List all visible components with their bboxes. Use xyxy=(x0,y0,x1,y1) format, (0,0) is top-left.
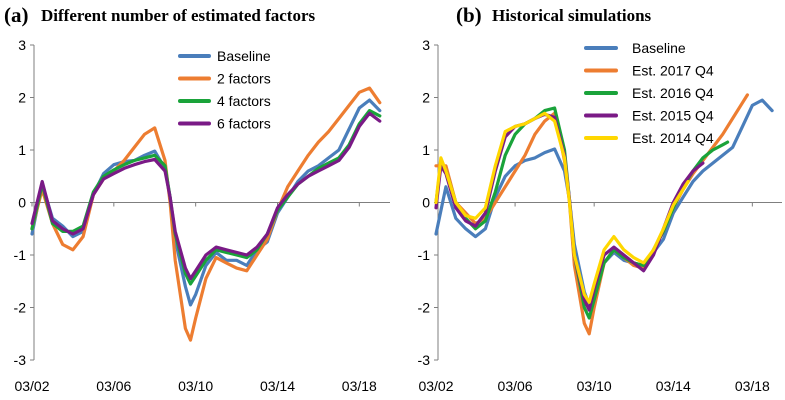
y-tick-label: 3 xyxy=(18,37,26,53)
x-tick-label: 03/18 xyxy=(735,378,770,394)
panel-a-letter: (a) xyxy=(4,3,29,27)
y-tick-label: 1 xyxy=(422,142,430,158)
x-tick-label: 03/06 xyxy=(96,378,131,394)
y-tick-label: -2 xyxy=(14,300,27,316)
y-tick-label: 1 xyxy=(18,142,26,158)
panel-b-title: Historical simulations xyxy=(492,6,652,25)
legend-label: Est. 2016 Q4 xyxy=(632,85,714,101)
x-tick-label: 03/18 xyxy=(342,378,377,394)
panel-b-chart: -3 -2 -1 0 1 2 3 03/02 03/06 03/10 03/14 03/18 Basel… xyxy=(418,37,782,394)
y-tick-label: 0 xyxy=(422,195,430,211)
panel-a-chart: -3 -2 -1 0 1 2 3 03/02 03/06 03/10 03/14 03/18 Basel… xyxy=(14,37,390,394)
legend-label: Baseline xyxy=(217,48,271,64)
x-tick-label: 03/14 xyxy=(656,378,691,394)
legend-label: Est. 2017 Q4 xyxy=(632,63,714,79)
legend-label: 2 factors xyxy=(217,71,271,87)
x-tick-label: 03/02 xyxy=(14,378,49,394)
y-tick-label: -1 xyxy=(14,247,27,263)
series-line-6-factors xyxy=(30,111,382,281)
y-tick-label: -3 xyxy=(418,352,431,368)
y-tick-label: -1 xyxy=(418,247,431,263)
y-tick-label: -3 xyxy=(14,352,27,368)
y-tick-label: 0 xyxy=(18,195,26,211)
x-tick-label: 03/10 xyxy=(178,378,213,394)
y-tick-label: -2 xyxy=(418,300,431,316)
x-tick-label: 03/14 xyxy=(260,378,295,394)
x-tick-label: 03/10 xyxy=(577,378,612,394)
legend-label: Baseline xyxy=(632,40,686,56)
legend-label: 6 factors xyxy=(217,116,271,132)
x-tick-label: 03/06 xyxy=(498,378,533,394)
panel-b-letter: (b) xyxy=(456,3,482,27)
legend-label: Est. 2014 Q4 xyxy=(632,130,714,146)
panel-a-title: Different number of estimated factors xyxy=(41,6,316,25)
y-tick-label: 2 xyxy=(18,90,26,106)
y-tick-label: 3 xyxy=(422,37,430,53)
legend-label: Est. 2015 Q4 xyxy=(632,108,714,124)
legend-label: 4 factors xyxy=(217,93,271,109)
series-line-2-factors xyxy=(30,86,382,342)
x-tick-label: 03/02 xyxy=(418,378,453,394)
series-line-est-2014-q4 xyxy=(434,111,690,304)
y-tick-label: 2 xyxy=(422,90,430,106)
